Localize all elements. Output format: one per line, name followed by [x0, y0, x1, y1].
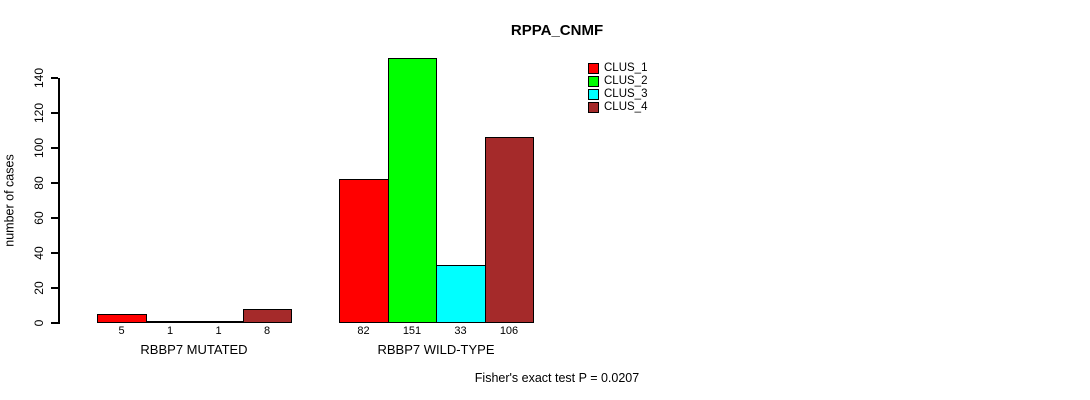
legend-label: CLUS_1 — [604, 62, 648, 74]
y-axis-tick — [51, 77, 58, 79]
bar-count-label: 8 — [263, 325, 271, 337]
y-axis-tick-label: 80 — [32, 175, 46, 190]
y-axis-tick — [51, 287, 58, 289]
bar — [484, 137, 534, 323]
legend-row: CLUS_3 — [588, 88, 647, 101]
bar-count-label: 1 — [166, 325, 174, 337]
legend-swatch-icon — [588, 89, 599, 100]
y-axis-tick — [51, 182, 58, 184]
legend-swatch-icon — [588, 63, 599, 74]
bar-count-label: 5 — [118, 325, 125, 337]
bar-count-label: 151 — [402, 325, 422, 337]
legend-row: CLUS_4 — [588, 101, 647, 114]
y-axis-tick — [51, 112, 58, 114]
bar — [436, 264, 486, 323]
bar-count-label: 106 — [499, 325, 519, 337]
y-axis-tick-label: 100 — [32, 137, 46, 158]
y-axis-tick-label: 20 — [32, 280, 46, 295]
bar — [242, 308, 292, 323]
y-axis-tick-label: 140 — [32, 67, 46, 88]
y-axis-tick-label: 60 — [32, 210, 46, 225]
y-axis-tick-label: 0 — [32, 319, 46, 326]
legend-row: CLUS_1 — [588, 62, 647, 75]
y-axis-title: number of cases — [2, 154, 17, 247]
y-axis-line — [58, 77, 60, 324]
y-axis-tick — [51, 217, 58, 219]
y-axis-tick — [51, 147, 58, 149]
bar — [339, 179, 389, 323]
y-axis-tick-label: 40 — [32, 245, 46, 260]
bar — [387, 58, 437, 323]
bar — [194, 320, 244, 323]
bar-count-label: 82 — [357, 325, 370, 337]
legend-label: CLUS_3 — [604, 88, 648, 100]
group-label: RBBP7 MUTATED — [140, 342, 248, 357]
legend: CLUS_1 CLUS_2 CLUS_3 CLUS_4 — [588, 62, 647, 114]
legend-label: CLUS_2 — [604, 75, 648, 87]
bar — [97, 313, 147, 323]
legend-swatch-icon — [588, 102, 599, 113]
legend-swatch-icon — [588, 76, 599, 87]
y-axis-tick-label: 120 — [32, 102, 46, 123]
bar — [145, 320, 195, 323]
y-axis-tick — [51, 252, 58, 254]
group-label: RBBP7 WILD-TYPE — [377, 342, 495, 357]
bar-count-label: 1 — [215, 325, 222, 337]
bar-count-label: 33 — [454, 325, 467, 337]
legend-row: CLUS_2 — [588, 75, 647, 88]
legend-label: CLUS_4 — [604, 101, 648, 113]
chart-title: RPPA_CNMF — [510, 22, 604, 39]
y-axis-tick — [51, 322, 58, 324]
footnote-pvalue: Fisher's exact test P = 0.0207 — [474, 371, 640, 385]
